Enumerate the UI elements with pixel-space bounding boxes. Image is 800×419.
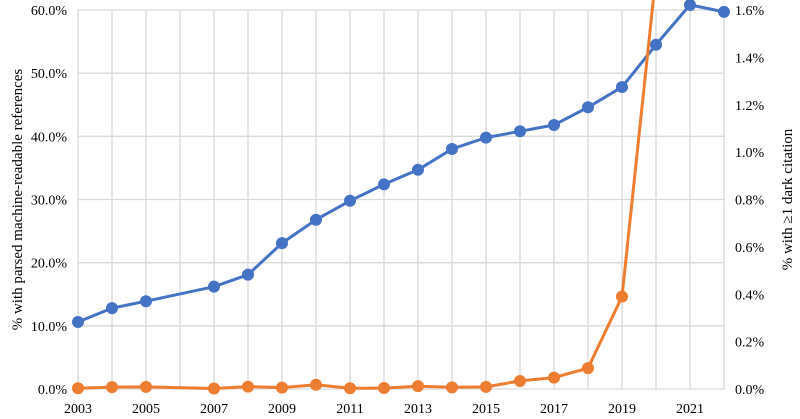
y-right-tick-label: 0.2% xyxy=(735,336,765,351)
y-left-tick-label: 60.0% xyxy=(31,4,68,19)
y-right-tick-label: 1.2% xyxy=(735,99,765,114)
data-point xyxy=(548,118,560,131)
y-right-tick-label: 0.6% xyxy=(735,241,765,256)
data-point xyxy=(480,131,492,144)
x-tick-label: 2015 xyxy=(472,402,500,417)
y-right-tick-label: 0.8% xyxy=(735,194,765,209)
data-point xyxy=(446,381,458,394)
y-right-tick-label: 0.0% xyxy=(735,383,765,398)
y-left-tick-label: 30.0% xyxy=(31,194,68,209)
gridlines xyxy=(77,9,725,390)
data-point xyxy=(378,178,390,191)
x-tick-label: 2009 xyxy=(268,402,296,417)
series-line xyxy=(77,3,725,324)
data-point xyxy=(344,194,356,207)
x-tick-label: 2021 xyxy=(676,402,704,417)
data-point xyxy=(276,237,288,250)
data-point xyxy=(718,5,730,18)
data-point xyxy=(684,0,696,11)
data-point xyxy=(72,316,84,329)
data-point xyxy=(208,382,220,395)
data-point xyxy=(514,374,526,387)
data-point xyxy=(446,142,458,155)
y-left-tick-label: 0.0% xyxy=(38,383,68,398)
x-tick-label: 2019 xyxy=(608,402,636,417)
data-point xyxy=(344,382,356,395)
data-point xyxy=(208,280,220,293)
series-line xyxy=(77,0,655,390)
y-left-tick-label: 40.0% xyxy=(31,130,68,145)
x-tick-label: 2011 xyxy=(336,402,363,417)
data-point xyxy=(548,371,560,384)
data-point xyxy=(650,38,662,51)
y-right-tick-label: 0.4% xyxy=(735,288,765,303)
data-point xyxy=(582,362,594,375)
y-left-axis-title: % with parsed machine-readable reference… xyxy=(10,69,26,331)
y-right-tick-label: 1.4% xyxy=(735,51,765,66)
data-point xyxy=(242,268,254,281)
data-point xyxy=(616,81,628,94)
data-point xyxy=(582,101,594,114)
data-point xyxy=(412,163,424,176)
x-tick-label: 2005 xyxy=(132,402,160,417)
y-right-tick-label: 1.6% xyxy=(735,4,765,19)
x-tick-label: 2007 xyxy=(200,402,228,417)
data-point xyxy=(140,380,152,393)
data-point xyxy=(242,380,254,393)
data-point xyxy=(276,381,288,394)
y-right-axis-title: % with ≥1 dark citation xyxy=(780,128,796,270)
data-point xyxy=(106,302,118,315)
data-point xyxy=(378,382,390,395)
data-point xyxy=(310,213,322,226)
data-point xyxy=(616,290,628,303)
series-right-axis xyxy=(72,0,655,395)
data-point xyxy=(412,380,424,393)
x-tick-label: 2017 xyxy=(540,402,568,417)
y-left-tick-label: 20.0% xyxy=(31,257,68,272)
data-point xyxy=(514,125,526,138)
x-tick-label: 2003 xyxy=(64,402,92,417)
data-point xyxy=(140,295,152,308)
y-right-tick-label: 1.0% xyxy=(735,146,765,161)
data-point xyxy=(106,381,118,394)
data-point xyxy=(72,382,84,395)
data-point xyxy=(480,380,492,393)
data-point xyxy=(310,378,322,391)
y-left-tick-label: 10.0% xyxy=(31,320,68,335)
x-tick-label: 2013 xyxy=(404,402,432,417)
y-left-tick-label: 50.0% xyxy=(31,67,68,82)
series-left-axis xyxy=(72,0,730,329)
